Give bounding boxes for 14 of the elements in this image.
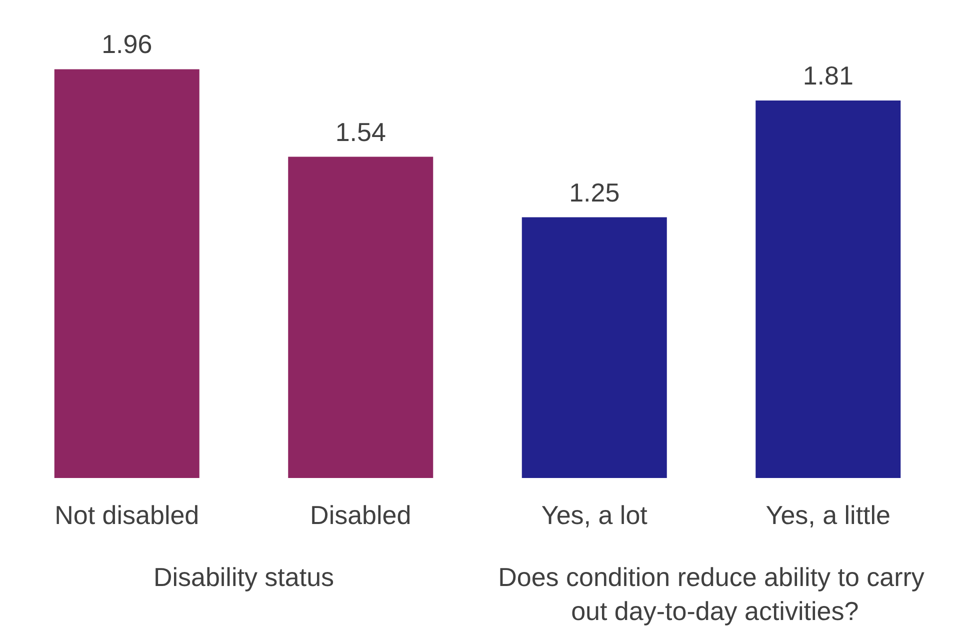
bar xyxy=(54,69,200,478)
data-label: 1.81 xyxy=(802,60,854,90)
data-label: 1.54 xyxy=(335,116,386,147)
text: Does condition reduce ability to carry out day-to-day activities? xyxy=(498,562,924,626)
x-tick-label: Disabled xyxy=(310,500,412,530)
bar xyxy=(756,100,901,478)
x-tick-label: Not disabled xyxy=(54,500,200,530)
bar xyxy=(288,156,434,478)
data-label: 1.96 xyxy=(102,29,152,60)
x-tick-label: Yes, a lot xyxy=(541,500,648,530)
x-tick-label: Yes, a little xyxy=(766,500,891,530)
text: Disability status xyxy=(153,562,334,592)
bar xyxy=(522,217,667,478)
data-label: 1.25 xyxy=(569,177,620,208)
